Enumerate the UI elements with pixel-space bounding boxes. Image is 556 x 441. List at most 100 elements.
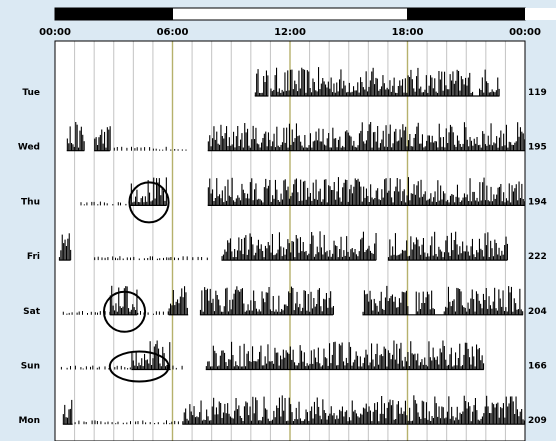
sparse-activity-bar — [91, 420, 93, 425]
sparse-activity-bar — [149, 422, 151, 425]
activity-bar — [356, 180, 358, 206]
activity-bar — [448, 202, 450, 206]
activity-bar — [442, 191, 444, 206]
activity-bar — [365, 71, 367, 96]
activity-bar — [295, 303, 297, 315]
activity-bar — [418, 292, 420, 315]
activity-bar — [486, 81, 488, 96]
activity-bar — [357, 82, 359, 96]
activity-bar — [482, 293, 484, 315]
activity-bar — [260, 244, 262, 261]
sparse-activity-bar — [201, 257, 203, 261]
activity-bar — [276, 253, 278, 261]
activity-bar — [248, 415, 250, 425]
sparse-activity-bar — [101, 257, 103, 261]
activity-bar — [238, 405, 240, 425]
activity-bar — [468, 201, 470, 206]
sparse-activity-bar — [106, 203, 108, 206]
activity-bar — [446, 411, 448, 425]
activity-bar — [358, 366, 360, 370]
activity-bar — [265, 70, 267, 96]
activity-bar — [99, 134, 101, 151]
activity-bar — [439, 348, 441, 370]
activity-bar — [203, 419, 205, 425]
activity-bar — [328, 185, 330, 206]
activity-bar — [341, 88, 343, 96]
activity-bar — [403, 250, 405, 261]
activity-bar — [406, 195, 408, 206]
activity-bar — [302, 147, 304, 151]
activity-bar — [414, 400, 416, 425]
activity-bar — [459, 289, 461, 315]
sparse-activity-bar — [181, 365, 183, 370]
activity-bar — [442, 90, 444, 96]
activity-bar — [437, 147, 439, 151]
activity-bar — [363, 290, 365, 315]
activity-bar — [394, 296, 396, 315]
activity-bar — [322, 399, 324, 425]
activity-bar — [417, 239, 419, 261]
activity-bar — [346, 92, 348, 96]
activity-bar — [316, 362, 318, 370]
activity-bar — [383, 346, 385, 370]
activity-bar — [452, 416, 454, 425]
sparse-activity-bar — [149, 256, 151, 261]
activity-bar — [476, 410, 478, 425]
activity-bar — [269, 245, 271, 261]
activity-bar — [369, 290, 371, 315]
activity-bar — [256, 245, 258, 261]
activity-bar — [288, 291, 290, 315]
activity-bar — [462, 241, 464, 261]
activity-bar — [238, 366, 240, 370]
annotation-circle — [102, 290, 147, 333]
activity-bar — [227, 403, 229, 425]
sparse-activity-bar — [159, 258, 161, 261]
activity-bar — [340, 411, 342, 425]
activity-bar — [431, 360, 433, 370]
activity-bar — [66, 138, 68, 151]
activity-bar — [305, 409, 307, 425]
activity-bar — [241, 133, 243, 151]
activity-bar — [512, 311, 514, 315]
activity-bar — [291, 412, 293, 425]
activity-bar — [337, 177, 339, 206]
activity-bar — [370, 122, 372, 151]
activity-bar — [354, 249, 356, 261]
activity-bar — [392, 85, 394, 96]
activity-bar — [251, 310, 253, 315]
activity-bar — [372, 359, 374, 370]
activity-bar — [291, 241, 293, 261]
activity-bar — [331, 354, 333, 370]
activity-bar — [340, 147, 342, 151]
activity-bar — [298, 362, 300, 370]
activity-bar — [494, 92, 496, 96]
activity-bar — [424, 357, 426, 370]
activity-bar — [164, 200, 166, 206]
activity-bar — [365, 349, 367, 370]
activity-bar — [325, 145, 327, 151]
activity-bar — [390, 359, 392, 370]
activity-bar — [396, 307, 398, 315]
activity-bar — [238, 146, 240, 151]
sparse-activity-bar — [174, 149, 176, 151]
activity-bar — [368, 365, 370, 370]
sparse-activity-bar — [140, 147, 142, 151]
activity-bar — [149, 192, 151, 206]
activity-bar — [276, 126, 278, 151]
activity-bar — [482, 182, 484, 206]
activity-bar — [273, 89, 275, 96]
activity-bar — [481, 77, 483, 96]
activity-bar — [431, 416, 433, 425]
activity-bar — [146, 359, 148, 370]
activity-bar — [438, 406, 440, 425]
activity-bar — [309, 311, 311, 315]
sparse-activity-bar — [86, 202, 88, 206]
activity-bar — [253, 255, 255, 261]
activity-bar — [273, 255, 275, 261]
activity-bar — [299, 303, 301, 315]
activity-bar — [277, 408, 279, 425]
activity-bar — [503, 311, 505, 315]
activity-bar — [307, 294, 309, 315]
activity-bar — [80, 126, 82, 151]
activity-bar — [344, 179, 346, 206]
